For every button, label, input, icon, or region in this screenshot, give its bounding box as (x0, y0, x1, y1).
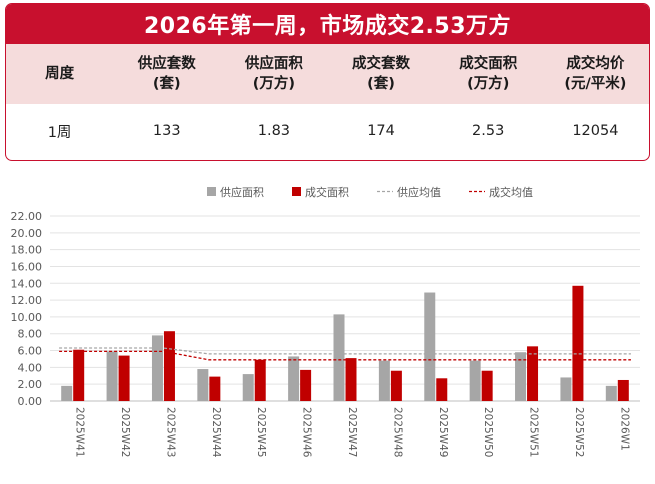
x-tick-label: 2025W46 (301, 407, 313, 458)
x-tick-label: 2025W47 (346, 407, 358, 457)
bar-deal (345, 358, 357, 401)
header-deal-area-label: 成交面积 (459, 56, 518, 72)
summary-card: 2026年第一周，市场成交2.53万方 周度 供应套数 (套) 供应面积 (万方) … (5, 3, 650, 161)
bar-supply (515, 352, 527, 401)
header-deal-units-label: 成交套数 (352, 56, 411, 72)
x-tick-label: 2025W44 (210, 407, 222, 458)
bar-supply (288, 356, 300, 401)
header-avg-price-unit: (元/平米) (564, 76, 627, 92)
bar-supply (333, 314, 345, 401)
bar-deal (481, 370, 493, 401)
cell-deal-area: 2.53 (472, 123, 505, 139)
y-tick-label: 8.00 (18, 328, 43, 341)
bar-deal (527, 346, 539, 401)
bar-deal (617, 379, 629, 401)
header-week: 周度 (6, 44, 114, 104)
legend-label: 成交面积 (305, 185, 349, 199)
x-tick-label: 2025W49 (437, 407, 449, 457)
bar-deal (73, 349, 85, 401)
bar-supply (151, 335, 163, 401)
x-tick-label: 2025W41 (74, 407, 86, 457)
y-tick-label: 14.00 (11, 277, 43, 290)
y-tick-label: 20.00 (11, 227, 43, 240)
y-tick-label: 18.00 (11, 244, 43, 257)
header-supply-units-unit: (套) (152, 76, 181, 92)
header-week-label: 周度 (45, 66, 75, 82)
cell-supply-area: 1.83 (257, 123, 291, 139)
bar-supply (61, 385, 73, 401)
x-tick-label: 2025W42 (119, 407, 131, 457)
bar-deal (254, 359, 266, 401)
bar-supply (560, 377, 572, 401)
legend-label: 供应均值 (397, 185, 441, 199)
header-avg-price-label: 成交均价 (566, 56, 625, 72)
bar-deal (390, 370, 402, 401)
y-tick-label: 10.00 (11, 311, 43, 324)
y-tick-label: 4.00 (18, 361, 43, 374)
legend-label: 供应面积 (220, 185, 264, 199)
legend-swatch (207, 187, 216, 196)
header-deal-area: 成交面积 (万方) (434, 44, 542, 104)
x-axis: 2025W41 2025W42 2025W43 2025W44 2025W45 2025W… (74, 407, 631, 458)
header-deal-area-unit: (万方) (467, 76, 510, 92)
chart-lines (59, 347, 631, 361)
bar-supply (605, 385, 617, 401)
y-tick-label: 16.00 (11, 260, 43, 273)
cell-avg-price: 12054 (572, 123, 619, 139)
x-tick-label: 2025W48 (391, 407, 403, 457)
chart-legend: 供应面积 成交面积 供应均值 成交均值 (207, 185, 533, 199)
header-supply-units: 供应套数 (套) (113, 44, 221, 104)
y-tick-label: 22.00 (11, 210, 43, 223)
y-tick-label: 6.00 (18, 345, 43, 358)
header-avg-price: 成交均价 (元/平米) (541, 44, 649, 104)
cell-week: 1周 (47, 124, 72, 141)
table-row: 1周 133 1.83 174 2.53 12054 (6, 104, 649, 158)
bar-deal (163, 331, 175, 401)
x-tick-label: 2025W50 (482, 407, 494, 457)
bar-supply (242, 374, 254, 401)
cell-deal-units: 174 (367, 123, 395, 139)
header-deal-units: 成交套数 (套) (327, 44, 435, 104)
cell-supply-units: 133 (152, 123, 181, 139)
x-tick-label: 2025W51 (528, 407, 540, 457)
legend-swatch (292, 187, 301, 196)
chart-grid (50, 215, 640, 402)
header-supply-area-label: 供应面积 (244, 56, 303, 72)
x-tick-label: 2025W43 (164, 407, 176, 457)
y-tick-label: 12.00 (11, 294, 43, 307)
bar-deal (118, 355, 130, 401)
bar-supply (106, 351, 118, 401)
bar-deal (572, 285, 584, 401)
y-axis: 0.00 2.00 4.00 6.00 8.00 10.00 12.00 14.00 16.00… (11, 210, 43, 408)
chart-bars (61, 285, 629, 401)
bar-deal (209, 376, 221, 401)
bar-supply (197, 369, 209, 401)
legend-label: 成交均值 (489, 185, 533, 199)
header-supply-area: 供应面积 (万方) (220, 44, 328, 104)
series-line-deal-avg (59, 350, 631, 361)
y-tick-label: 2.00 (18, 378, 43, 391)
y-tick-label: 0.00 (18, 395, 43, 408)
stats-table: 周度 供应套数 (套) 供应面积 (万方) 成交套数 (套) 成交面积 (万方) 成交均… (6, 44, 649, 158)
bar-deal (436, 378, 448, 401)
bar-supply (378, 360, 390, 401)
bar-supply (424, 292, 436, 401)
bar-deal (300, 369, 312, 401)
table-header-row: 周度 供应套数 (套) 供应面积 (万方) 成交套数 (套) 成交面积 (万方) 成交均… (6, 44, 649, 104)
header-supply-units-label: 供应套数 (137, 56, 196, 72)
x-tick-label: 2025W52 (573, 407, 585, 457)
area-chart: 供应面积 成交面积 供应均值 成交均值 0.00 2.00 4.00 6.00 8.00 10.… (11, 185, 640, 458)
header-deal-units-unit: (套) (367, 76, 395, 92)
bar-supply (469, 360, 481, 401)
page-title: 2026年第一周，市场成交2.53万方 (6, 4, 649, 44)
x-tick-label: 2025W45 (255, 407, 267, 457)
x-tick-label: 2026W1 (618, 407, 630, 451)
header-supply-area-unit: (万方) (252, 76, 296, 92)
series-line-supply-avg (59, 347, 631, 355)
